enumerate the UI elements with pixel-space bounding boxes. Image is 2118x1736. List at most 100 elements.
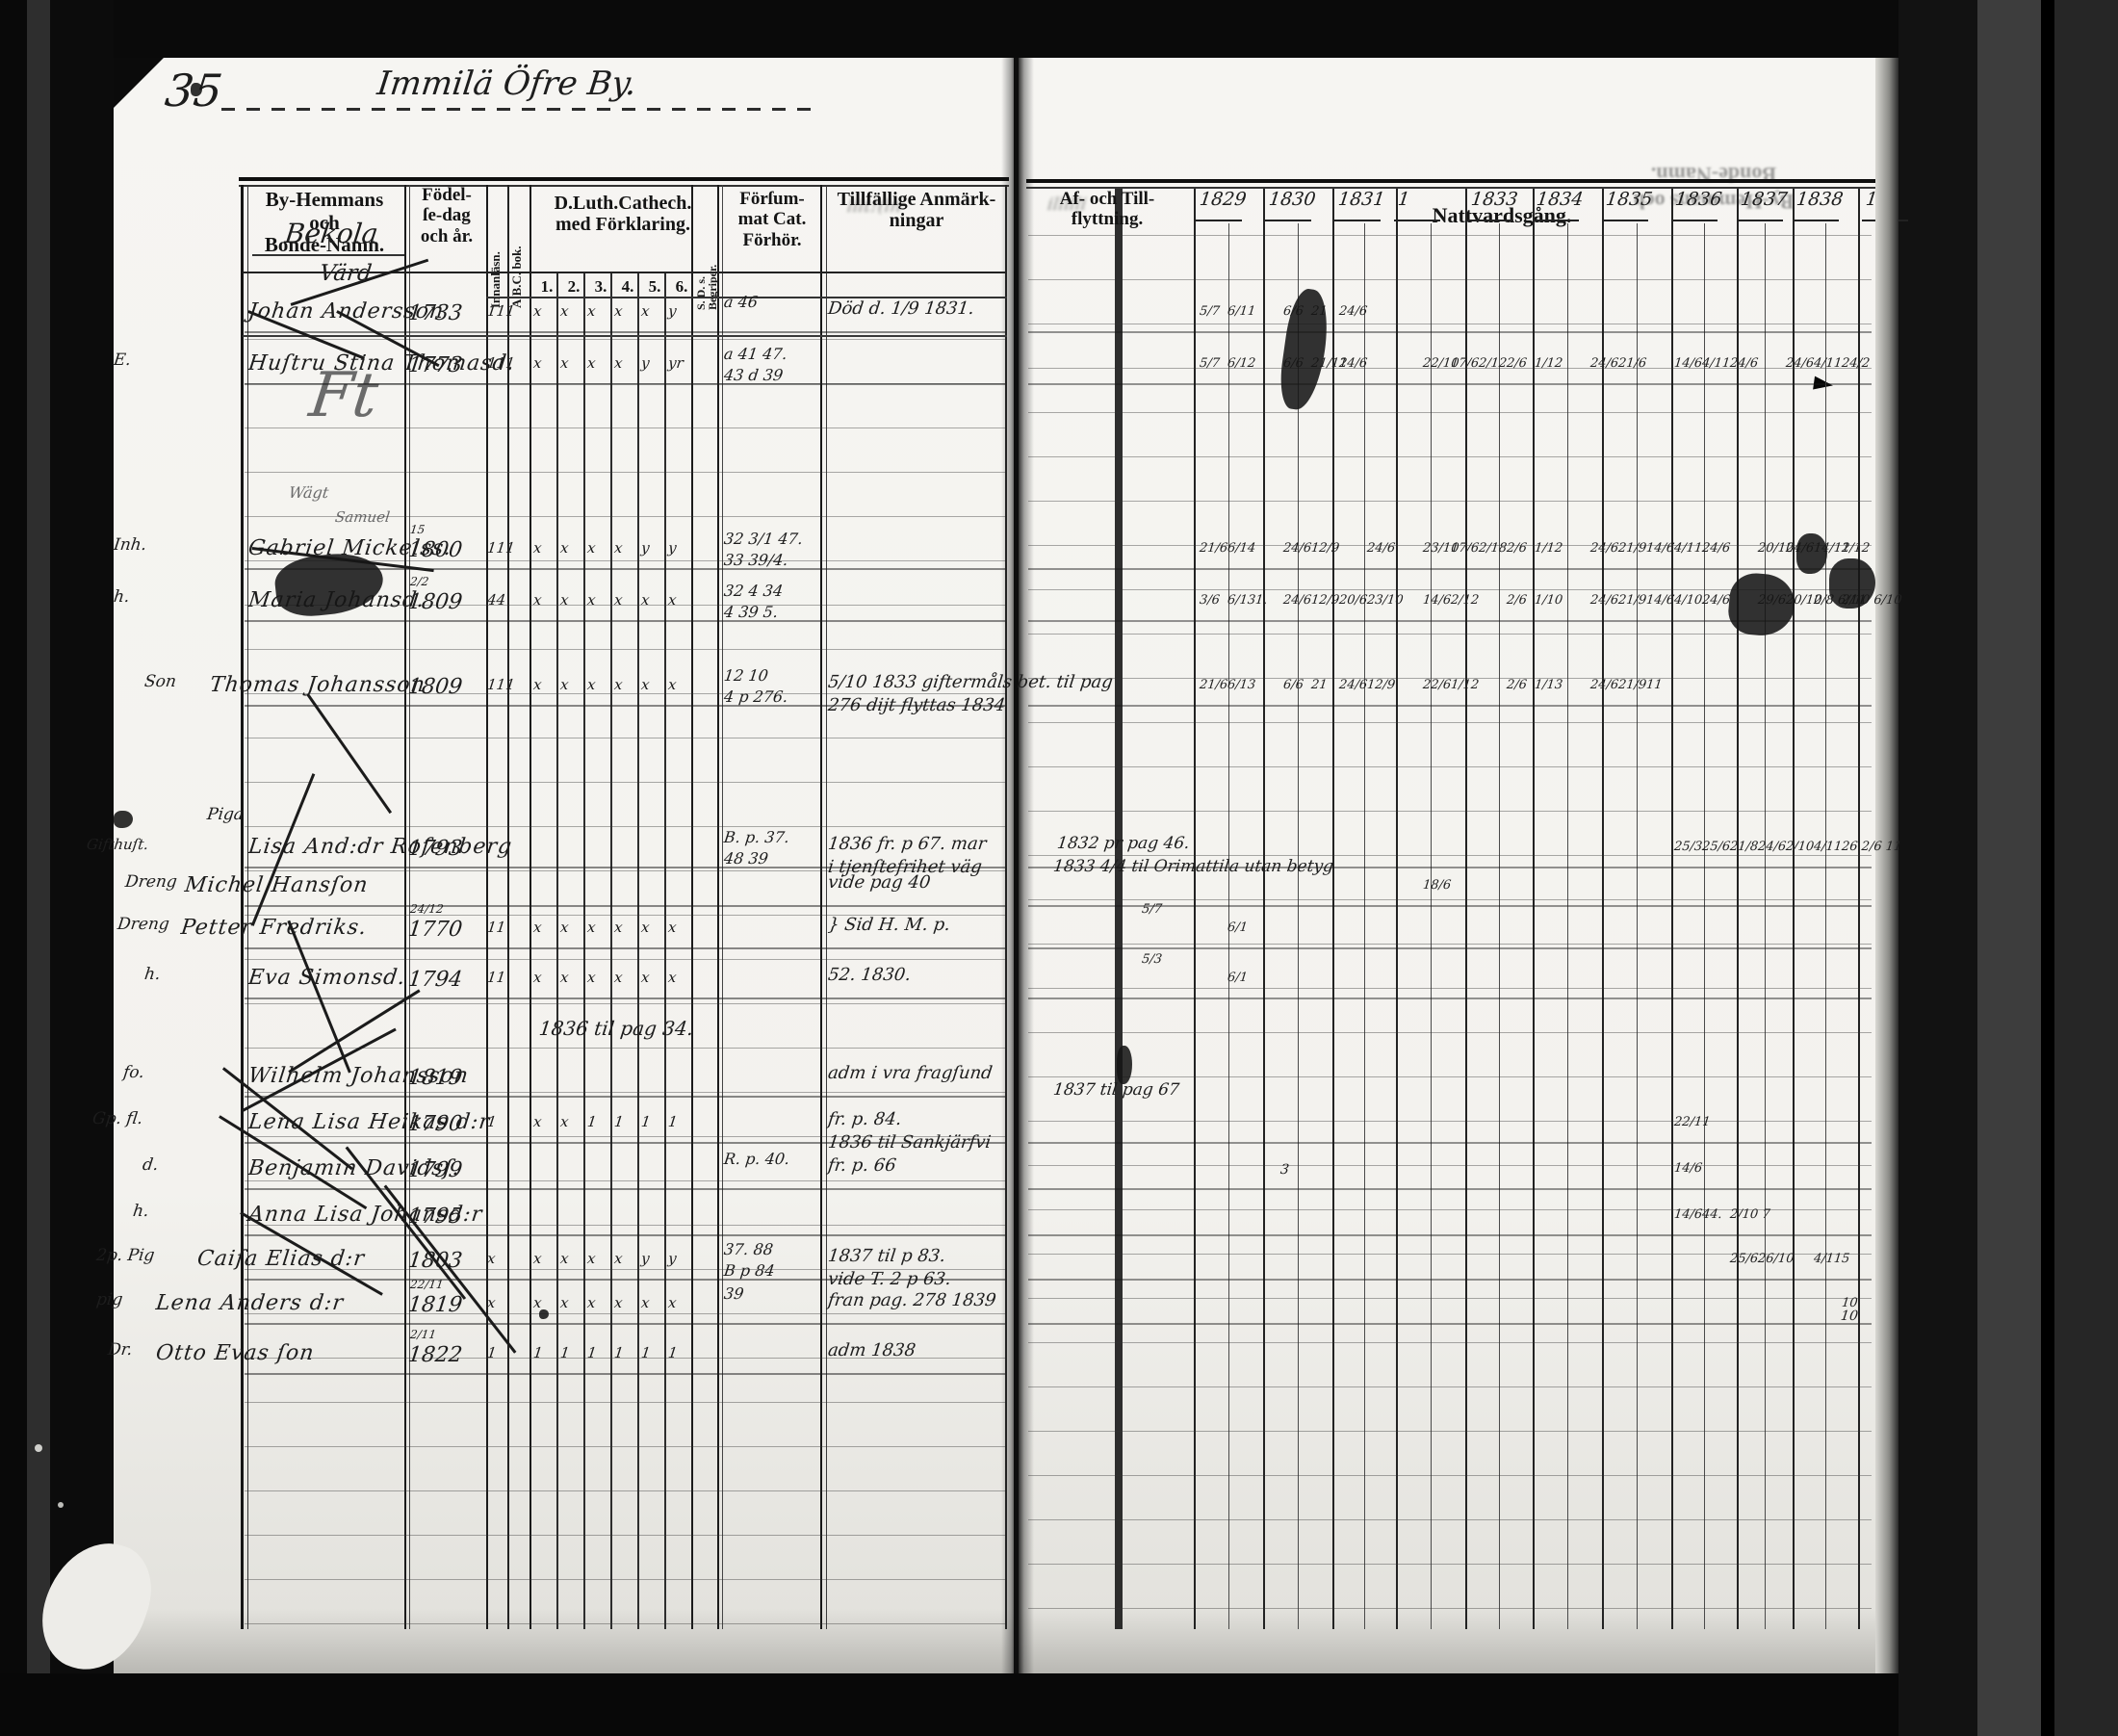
entry-catechism-mark: 1: [586, 1344, 598, 1361]
communion-entry: 6/1: [1227, 971, 1249, 985]
grid-line-vertical: [1602, 189, 1605, 1629]
communion-entry: 4/11: [1673, 541, 1703, 556]
ruling-line: [1028, 634, 1872, 635]
year-underline: [1737, 220, 1783, 221]
row-baseline: [245, 1142, 1005, 1144]
communion-entry: 24/6: [1589, 356, 1619, 371]
entry-name: Huſtru Stina Thomasd.: [246, 351, 517, 376]
grid-line-vertical: [1567, 223, 1569, 1629]
ruling-line: [1028, 855, 1872, 856]
entry-birth-year: 1809: [406, 675, 464, 699]
ruling-line: [1028, 412, 1872, 413]
year-underline: [1265, 220, 1311, 221]
entry-birth-year: 1799: [406, 1158, 464, 1182]
row-baseline: [245, 620, 1005, 622]
entry-birth-day: 2/2: [409, 575, 430, 588]
communion-entry: 22/11: [1673, 1115, 1712, 1129]
entry-missed-note: 48 39: [722, 849, 770, 868]
entry-catechism-mark: 1: [613, 1113, 625, 1130]
communion-entry: 24/6: [1338, 356, 1368, 371]
communion-entry: 6/11: [1227, 304, 1256, 319]
communion-entry: 5/7: [1199, 356, 1221, 371]
grid-line-vertical: [1793, 189, 1795, 1629]
communion-entry: 2/6: [1506, 593, 1528, 608]
entry-missed-note: a 41 47.: [722, 345, 788, 363]
header-rule: [486, 297, 1007, 298]
entry-birth-day: 15: [409, 523, 426, 536]
grid-line-vertical: [1765, 223, 1767, 1629]
ruling-line: [1028, 944, 1872, 945]
ruling-line: [245, 1402, 1005, 1403]
entry-margin-label: E.: [112, 350, 133, 370]
ruling-line: [1028, 1254, 1872, 1255]
page-edge: [1875, 58, 1898, 1673]
grid-line-vertical: [507, 185, 509, 1629]
grid-line-vertical: [1005, 185, 1007, 1629]
entry-reading-mark: 111: [486, 676, 516, 693]
cat-subcolumn-label: 3.: [594, 277, 607, 296]
ruling-line: [245, 1225, 1005, 1226]
scanner-band-top: [0, 0, 2118, 60]
entry-birth-year: 1770: [406, 918, 464, 942]
entry-missed-note: 37. 88: [722, 1240, 775, 1258]
ruling-line: [1028, 1431, 1872, 1432]
scanner-band-right: [1898, 0, 2118, 1736]
entry-reading-mark: 44: [486, 591, 507, 609]
ruling-line: [245, 1180, 1005, 1181]
marginal-note: 1837 til pag 67: [1051, 1080, 1181, 1100]
communion-entry: 2/12: [1841, 541, 1871, 556]
row-baseline: [1028, 998, 1872, 999]
entry-catechism-mark: 1: [559, 1344, 571, 1361]
entry-margin-label: Son: [142, 672, 178, 691]
communion-entry: 25/3: [1673, 840, 1703, 854]
communion-entry: 11: [1645, 678, 1664, 692]
communion-entry: 2/12: [1478, 356, 1508, 371]
entry-remark: 1836 fr. p 67. mar: [826, 834, 988, 854]
communion-entry: 21: [1310, 678, 1329, 692]
ruling-line: [1028, 1342, 1872, 1343]
ruling-line: [245, 915, 1005, 916]
entry-remark: Död d. 1/9 1831.: [826, 298, 976, 319]
entry-name: Michel Hansſon: [183, 873, 370, 897]
entry-birth-year: 1819: [406, 1066, 464, 1090]
ruling-line: [245, 1446, 1005, 1447]
communion-entry: 21/8: [1729, 840, 1759, 854]
entry-catechism-mark: 1: [586, 1113, 598, 1130]
communion-entry: 2/10 7: [1729, 1207, 1771, 1222]
row-baseline: [245, 998, 1005, 999]
entry-missed-note: 39: [722, 1284, 745, 1303]
ruling-line: [1028, 1475, 1872, 1476]
entry-remark: fran pag. 278 1839: [826, 1290, 997, 1310]
cat-subcolumn-label: 4.: [621, 277, 634, 296]
year-underline: [1334, 220, 1381, 221]
entry-birth-year: 1819: [406, 1293, 464, 1317]
grid-line-vertical: [691, 185, 693, 1629]
communion-entry: 6/6: [1282, 678, 1304, 692]
entry-margin-label: h.: [142, 965, 162, 984]
communion-entry: 14/6: [1673, 356, 1703, 371]
entry-name: Caiſa Elias d:r: [195, 1247, 367, 1271]
communion-entry: 24/6: [1701, 593, 1731, 608]
entry-missed-note: 43 d 39: [722, 366, 785, 384]
ruling-line: [1028, 1608, 1872, 1609]
cat-subcolumn-label: 6.: [675, 277, 688, 296]
grid-line-vertical: [1499, 223, 1501, 1629]
ruling-line: [245, 472, 1005, 473]
column-header-names: By-Hemmans och Bonde-Namn.: [264, 188, 385, 257]
row-baseline: [1028, 1323, 1872, 1325]
grid-line-vertical: [1228, 223, 1230, 1629]
communion-entry: 26/10: [1757, 1252, 1795, 1266]
ink-smudge: lilt!(ln: [845, 196, 903, 217]
entry-reading-mark: 1: [486, 1344, 498, 1361]
grid-line-vertical: [1637, 223, 1639, 1629]
entry-margin-label: Piga: [205, 805, 245, 824]
grid-line-vertical: [637, 273, 639, 1629]
row-baseline: [245, 383, 1005, 385]
ruling-line: [245, 339, 1005, 340]
communion-entry: 21/9: [1617, 541, 1647, 556]
moving-column-bar: [1115, 189, 1123, 1629]
row-baseline: [1028, 947, 1872, 949]
communion-entry: 23/10: [1366, 593, 1405, 608]
header-rule: [243, 272, 1007, 273]
row-baseline: [245, 1096, 1005, 1098]
